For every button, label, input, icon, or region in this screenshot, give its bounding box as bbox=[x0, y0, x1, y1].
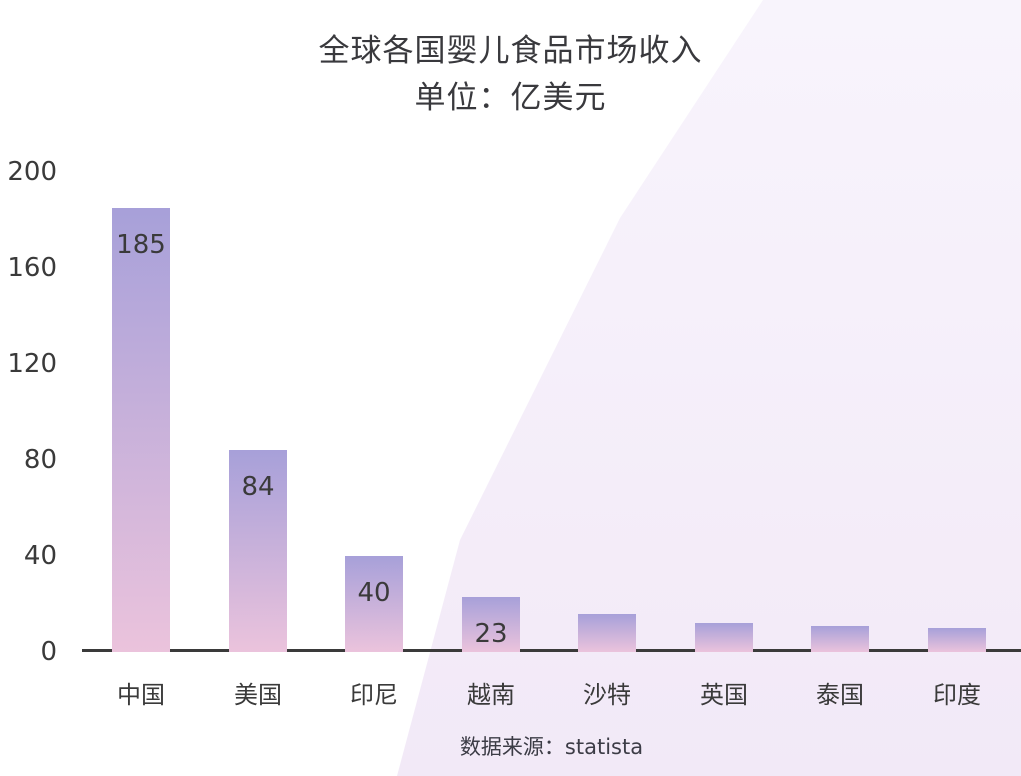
bar-美国 bbox=[229, 450, 287, 652]
x-axis-category-label: 中国 bbox=[117, 681, 165, 709]
y-axis-tick-label: 200 bbox=[7, 157, 57, 187]
bar-沙特 bbox=[578, 614, 636, 652]
bar-越南 bbox=[462, 597, 520, 652]
x-axis-category-label: 印度 bbox=[933, 681, 981, 709]
data-source-label: 数据来源：statista bbox=[459, 735, 644, 759]
x-axis-category-label: 英国 bbox=[700, 681, 748, 709]
x-axis-category-label: 印尼 bbox=[350, 681, 398, 709]
bar-value-label: 40 bbox=[357, 578, 391, 608]
x-axis-category-label: 沙特 bbox=[583, 681, 631, 709]
x-axis-category-label: 越南 bbox=[467, 681, 515, 709]
chart-subtitle: 单位：亿美元 bbox=[414, 80, 607, 116]
bar-英国 bbox=[695, 623, 753, 652]
bar-value-label: 84 bbox=[241, 472, 275, 502]
y-axis-tick-label: 160 bbox=[7, 253, 57, 283]
bar-中国 bbox=[112, 208, 170, 652]
x-axis-category-label: 泰国 bbox=[816, 681, 864, 709]
bar-印度 bbox=[928, 628, 986, 652]
chart-title: 全球各国婴儿食品市场收入 bbox=[318, 33, 703, 69]
chart-header: 全球各国婴儿食品市场收入 单位：亿美元 bbox=[0, 28, 1021, 122]
bar-泰国 bbox=[811, 626, 869, 652]
bar-value-label: 23 bbox=[474, 619, 508, 649]
y-axis-tick-label: 40 bbox=[23, 541, 57, 571]
x-axis-line bbox=[82, 649, 1021, 652]
bar-value-label: 185 bbox=[116, 230, 166, 260]
bar-印尼 bbox=[345, 556, 403, 652]
y-axis-tick-label: 80 bbox=[23, 445, 57, 475]
y-axis-tick-label: 120 bbox=[7, 349, 57, 379]
y-axis-tick-label: 0 bbox=[40, 637, 57, 667]
x-axis-category-label: 美国 bbox=[234, 681, 282, 709]
